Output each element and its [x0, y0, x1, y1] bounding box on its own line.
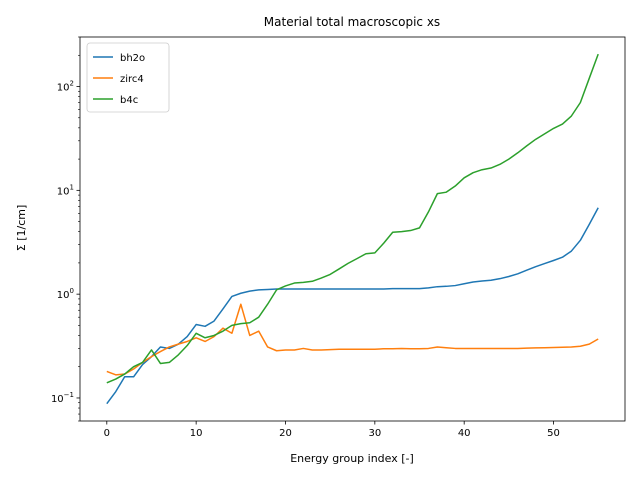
series-line-b4c: [106, 53, 599, 384]
x-axis: 0 10 20 30 40 50: [104, 421, 560, 439]
y-axis-title: Σ [1/cm]: [15, 205, 28, 252]
y-tick-label: 102: [57, 80, 74, 94]
x-tick-label: 40: [458, 428, 471, 439]
legend: bh2o zirc4 b4c: [86, 42, 170, 113]
legend-label-b4c: b4c: [120, 95, 138, 106]
x-tick-label: 10: [190, 428, 203, 439]
series-line-bh2o: [106, 207, 599, 405]
legend-label-bh2o: bh2o: [120, 53, 145, 64]
legend-label-zirc4: zirc4: [120, 74, 144, 85]
y-axis: 10−1 100 101 102: [51, 36, 80, 422]
x-axis-title: Energy group index [-]: [290, 452, 414, 465]
plot-area: [106, 53, 599, 405]
y-tick-label: 10−1: [51, 391, 74, 405]
chart-title: Material total macroscopic xs: [264, 15, 440, 29]
y-tick-label: 100: [57, 287, 74, 301]
x-tick-label: 0: [104, 428, 110, 439]
y-tick-label: 101: [57, 183, 74, 197]
plot-frame: [79, 36, 626, 422]
series-line-zirc4: [106, 303, 599, 376]
x-tick-label: 30: [368, 428, 381, 439]
legend-box: [86, 42, 170, 113]
x-tick-label: 50: [547, 428, 560, 439]
x-tick-label: 20: [279, 428, 292, 439]
